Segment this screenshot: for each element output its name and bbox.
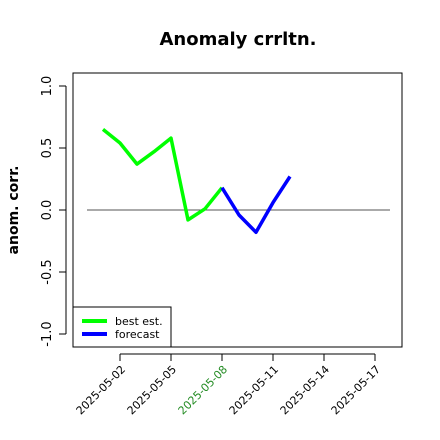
chart-title: Anomaly crrltn.	[159, 29, 316, 50]
y-tick-label: -1.0	[40, 321, 55, 346]
x-tick-label: 2025-05-05	[125, 363, 179, 417]
x-tick-label: 2025-05-17	[329, 363, 383, 417]
series-line-best-est	[101, 128, 224, 222]
legend-label-forecast: forecast	[115, 328, 160, 341]
x-tick-label: 2025-05-02	[74, 363, 128, 417]
y-tick-label: 0.0	[40, 200, 55, 221]
x-tick-label: 2025-05-08	[176, 363, 230, 417]
y-axis: -1.0 -0.5 0.0 0.5 1.0	[40, 76, 67, 347]
x-tick-label: 2025-05-14	[278, 363, 332, 417]
legend: best est. forecast	[72, 306, 172, 348]
y-axis-label: anom. corr.	[6, 166, 22, 255]
y-tick-label: 0.5	[40, 138, 55, 159]
y-tick-label: 1.0	[40, 76, 55, 97]
x-tick-label: 2025-05-11	[227, 363, 281, 417]
legend-label-best-est: best est.	[115, 315, 163, 328]
x-axis: 2025-05-022025-05-052025-05-082025-05-11…	[74, 353, 383, 417]
plot-frame	[72, 72, 403, 348]
y-tick-label: -0.5	[40, 259, 55, 284]
series-layer	[101, 128, 292, 235]
legend-box	[72, 306, 172, 348]
series-line-forecast	[220, 175, 292, 235]
